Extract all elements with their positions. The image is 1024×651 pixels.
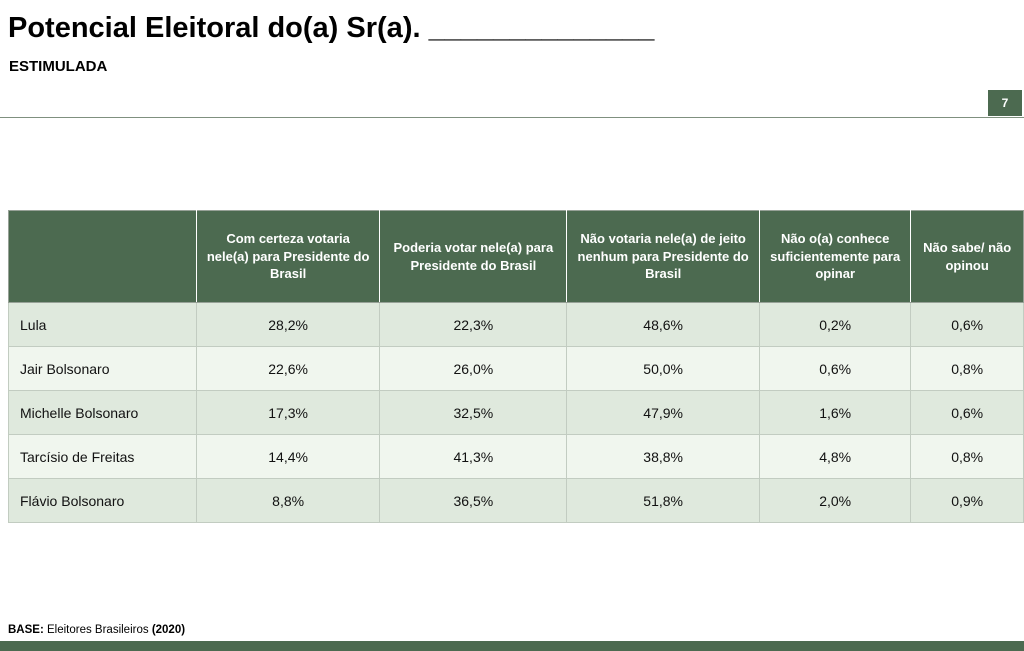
page-number-badge: 7 <box>988 90 1022 116</box>
footer-base-label: BASE: <box>8 624 44 636</box>
col-header-could-vote: Poderia votar nele(a) para Presidente do… <box>379 210 567 303</box>
data-cell: 8,8% <box>195 478 381 523</box>
col-header-no-opinion: Não sabe/ não opinou <box>910 210 1024 303</box>
data-cell: 14,4% <box>195 434 381 479</box>
data-cell: 22,3% <box>379 302 568 347</box>
data-cell: 0,6% <box>759 346 912 391</box>
row-label: Jair Bolsonaro <box>8 346 197 391</box>
data-cell: 0,8% <box>910 346 1024 391</box>
data-cell: 36,5% <box>379 478 568 523</box>
footer-base-year: (2020) <box>151 624 186 636</box>
table-row: Tarcísio de Freitas 14,4% 41,3% 38,8% 4,… <box>8 434 1024 479</box>
col-header-never-vote: Não votaria nele(a) de jeito nenhum para… <box>566 210 760 303</box>
data-cell: 0,6% <box>910 390 1024 435</box>
data-cell: 38,8% <box>566 434 761 479</box>
data-cell: 0,8% <box>910 434 1024 479</box>
data-cell: 4,8% <box>759 434 912 479</box>
header-divider <box>0 117 1024 118</box>
footer-base-text: Eleitores Brasileiros <box>46 624 149 636</box>
data-cell: 0,2% <box>759 302 912 347</box>
table-header-row: Com certeza votaria nele(a) para Preside… <box>8 210 1024 303</box>
footer-base: BASE: Eleitores Brasileiros (2020) <box>8 624 185 636</box>
data-cell: 48,6% <box>566 302 761 347</box>
data-cell: 22,6% <box>195 346 381 391</box>
col-header-not-know-enough: Não o(a) conhece suficientemente para op… <box>759 210 911 303</box>
data-cell: 50,0% <box>566 346 761 391</box>
results-table-container: Com certeza votaria nele(a) para Preside… <box>8 210 1024 523</box>
table-row: Lula 28,2% 22,3% 48,6% 0,2% 0,6% <box>8 302 1024 347</box>
data-cell: 26,0% <box>379 346 568 391</box>
row-label: Michelle Bolsonaro <box>8 390 197 435</box>
data-cell: 1,6% <box>759 390 912 435</box>
data-cell: 0,6% <box>910 302 1024 347</box>
data-cell: 2,0% <box>759 478 912 523</box>
data-cell: 41,3% <box>379 434 568 479</box>
row-label: Lula <box>8 302 197 347</box>
col-header-certainly-vote: Com certeza votaria nele(a) para Preside… <box>195 210 380 303</box>
data-cell: 28,2% <box>195 302 381 347</box>
table-row: Jair Bolsonaro 22,6% 26,0% 50,0% 0,6% 0,… <box>8 346 1024 391</box>
table-row: Michelle Bolsonaro 17,3% 32,5% 47,9% 1,6… <box>8 390 1024 435</box>
data-cell: 0,9% <box>910 478 1024 523</box>
table-row: Flávio Bolsonaro 8,8% 36,5% 51,8% 2,0% 0… <box>8 478 1024 523</box>
page-subtitle: ESTIMULADA <box>9 58 108 75</box>
data-cell: 17,3% <box>195 390 381 435</box>
results-table: Com certeza votaria nele(a) para Preside… <box>8 210 1024 523</box>
bottom-bar <box>0 641 1024 651</box>
data-cell: 51,8% <box>566 478 761 523</box>
row-label: Flávio Bolsonaro <box>8 478 197 523</box>
data-cell: 32,5% <box>379 390 568 435</box>
page-title: Potencial Eleitoral do(a) Sr(a). _______… <box>8 12 655 44</box>
table-corner-cell <box>8 210 197 303</box>
data-cell: 47,9% <box>566 390 761 435</box>
row-label: Tarcísio de Freitas <box>8 434 197 479</box>
